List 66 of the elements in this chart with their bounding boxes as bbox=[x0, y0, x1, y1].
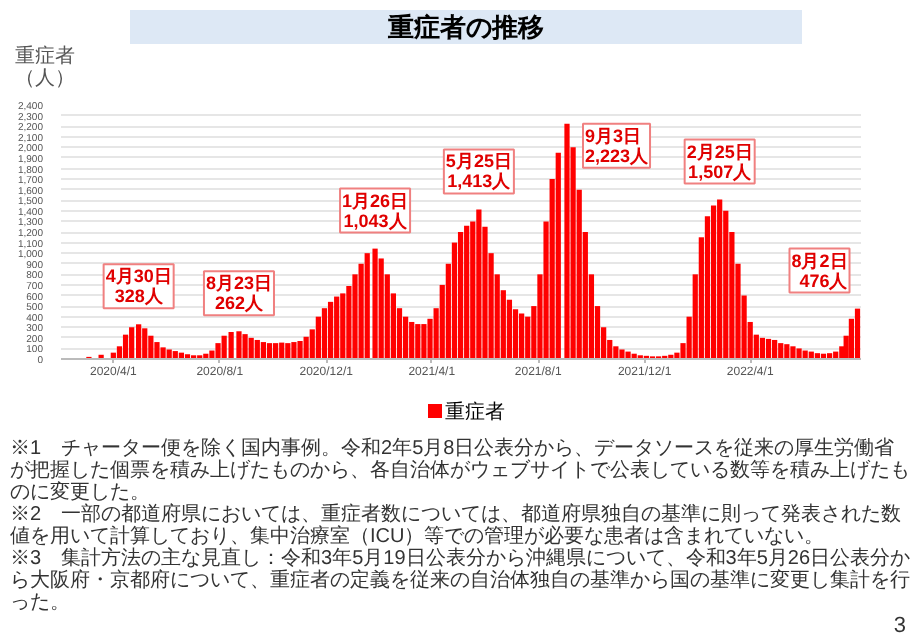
y-axis-title: 重症者（人） bbox=[14, 46, 76, 90]
bar bbox=[242, 334, 248, 359]
bar bbox=[854, 308, 861, 359]
chart-title: 重症者の推移 bbox=[130, 10, 802, 44]
bar bbox=[297, 341, 303, 359]
bar bbox=[778, 343, 784, 359]
bar bbox=[759, 337, 766, 359]
bar bbox=[409, 321, 415, 359]
annotation: 9月3日 2,223人 bbox=[585, 125, 651, 166]
text: ※2 一部の都道府県においては、重症者数については、都道府県独自の基準に則って発表された数値を用いて計算しており、集中治療室（ICU）等での管理が必要な患者は含まれていない。 bbox=[10, 504, 904, 548]
bar bbox=[464, 225, 470, 359]
text: ※3 集計方法の主な見直し：令和3年5月19日公表分から沖縄県について、令和3年5月26日公表分から大阪府・京都府について、重症者の定義を従来の自治体独自の基準から国の基準に変更し集計を行った。 bbox=[10, 548, 913, 614]
bar bbox=[129, 327, 135, 359]
bar bbox=[142, 328, 148, 359]
bar bbox=[154, 342, 160, 359]
annotation: 2月25日 1,507人 bbox=[686, 141, 754, 182]
bar bbox=[625, 351, 631, 359]
bar bbox=[228, 332, 234, 359]
bar bbox=[260, 342, 267, 359]
bar bbox=[784, 344, 790, 359]
bar bbox=[613, 346, 619, 359]
bar bbox=[564, 123, 570, 359]
bar bbox=[221, 335, 227, 359]
bar bbox=[327, 301, 334, 359]
bar bbox=[291, 342, 297, 359]
bar bbox=[285, 343, 291, 359]
bar bbox=[619, 349, 625, 359]
bar bbox=[415, 324, 421, 359]
bar bbox=[215, 343, 221, 359]
annotation: 8月2日 476人 bbox=[791, 250, 850, 291]
text: ※1 チャーター便を除く国内事例。令和2年5月8日公表分から、データソースを従来の厚生労働省が把握した個票を積み上げたものから、各自治体がウェブサイトで公表している数等を積み上げたものに変更した。 bbox=[10, 438, 912, 504]
text: 3 bbox=[891, 614, 908, 638]
bar bbox=[421, 324, 427, 359]
bar bbox=[315, 316, 321, 359]
bar bbox=[519, 313, 525, 359]
bar bbox=[457, 232, 464, 359]
annotation: 4月30日 328人 bbox=[105, 266, 172, 307]
bar bbox=[710, 205, 717, 359]
bar bbox=[236, 331, 242, 359]
bar bbox=[160, 347, 166, 359]
bar bbox=[334, 296, 340, 359]
annotation: 5月25日 1,413人 bbox=[445, 151, 513, 192]
bar bbox=[476, 209, 482, 359]
bar bbox=[340, 293, 346, 359]
bar bbox=[364, 253, 370, 359]
bar bbox=[790, 346, 796, 359]
bar bbox=[273, 343, 279, 359]
bar bbox=[122, 334, 129, 359]
bar bbox=[248, 337, 254, 359]
annotation: 1月26日 1,043人 bbox=[342, 190, 409, 231]
bar bbox=[717, 199, 723, 359]
legend-label: 重症者 bbox=[443, 402, 507, 426]
bar bbox=[303, 336, 309, 359]
bar bbox=[136, 324, 142, 359]
bar bbox=[166, 349, 172, 359]
bar bbox=[772, 339, 778, 359]
bar bbox=[321, 308, 328, 359]
bar bbox=[372, 248, 378, 359]
bar bbox=[266, 343, 273, 359]
bar bbox=[765, 338, 772, 359]
bar bbox=[796, 348, 802, 359]
annotation: 8月23日 262人 bbox=[205, 273, 273, 314]
bar bbox=[402, 316, 409, 359]
bar bbox=[254, 339, 260, 359]
bar bbox=[148, 335, 154, 359]
bar bbox=[209, 350, 215, 359]
